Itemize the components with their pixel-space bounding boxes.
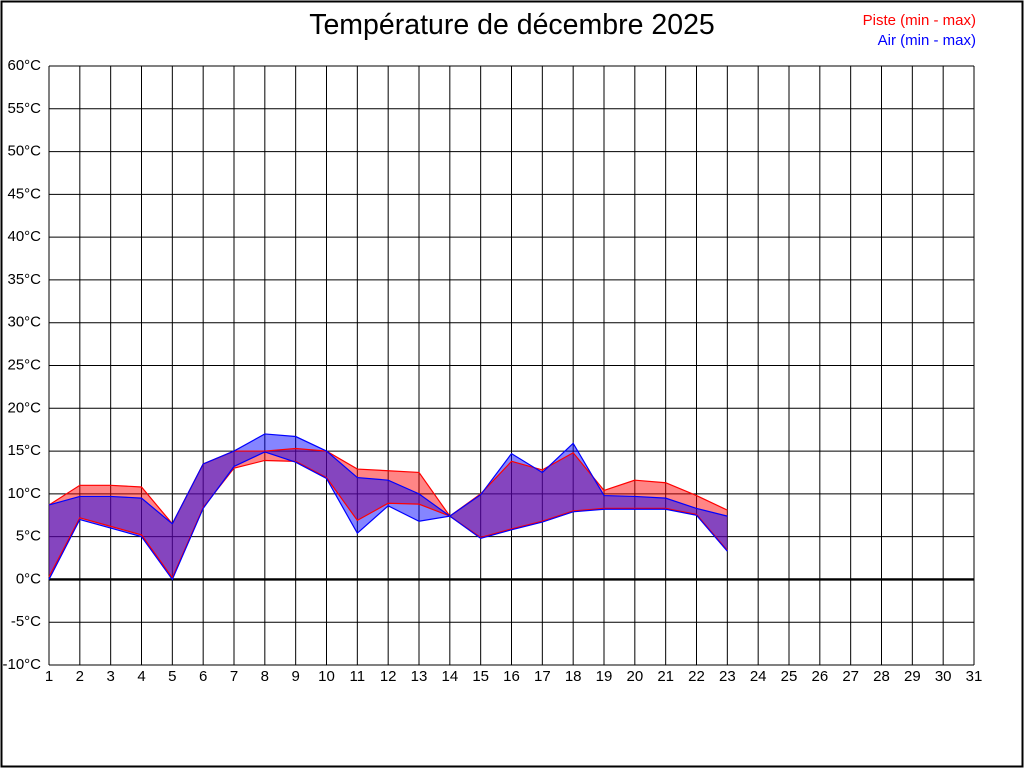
svg-text:23: 23 <box>719 668 736 685</box>
svg-text:28: 28 <box>873 668 890 685</box>
svg-text:16: 16 <box>503 668 520 685</box>
svg-text:10: 10 <box>318 668 335 685</box>
svg-text:11: 11 <box>350 668 366 685</box>
svg-text:18: 18 <box>565 668 582 685</box>
svg-text:24: 24 <box>750 668 767 685</box>
svg-text:60°C: 60°C <box>7 57 41 74</box>
svg-text:5°C: 5°C <box>16 528 41 545</box>
svg-text:4: 4 <box>137 668 145 685</box>
svg-text:6: 6 <box>199 668 207 685</box>
svg-text:2: 2 <box>76 668 84 685</box>
svg-text:15°C: 15°C <box>7 442 41 459</box>
svg-text:7: 7 <box>230 668 238 685</box>
svg-text:-5°C: -5°C <box>11 613 41 630</box>
svg-text:0°C: 0°C <box>16 570 41 587</box>
svg-text:13: 13 <box>411 668 428 685</box>
svg-text:1: 1 <box>45 668 53 685</box>
svg-text:20: 20 <box>626 668 643 685</box>
svg-text:19: 19 <box>596 668 613 685</box>
svg-text:35°C: 35°C <box>7 271 41 288</box>
svg-text:21: 21 <box>657 668 674 685</box>
svg-text:55°C: 55°C <box>7 100 41 117</box>
svg-text:8: 8 <box>261 668 269 685</box>
svg-text:27: 27 <box>842 668 859 685</box>
svg-text:25°C: 25°C <box>7 356 41 373</box>
svg-text:17: 17 <box>534 668 551 685</box>
svg-text:15: 15 <box>472 668 489 685</box>
svg-text:12: 12 <box>380 668 397 685</box>
svg-text:45°C: 45°C <box>7 185 41 202</box>
svg-text:31: 31 <box>966 668 983 685</box>
svg-text:14: 14 <box>441 668 458 685</box>
svg-text:40°C: 40°C <box>7 228 41 245</box>
svg-text:10°C: 10°C <box>7 485 41 502</box>
svg-text:3: 3 <box>106 668 114 685</box>
svg-text:30°C: 30°C <box>7 314 41 331</box>
svg-text:25: 25 <box>781 668 798 685</box>
svg-text:9: 9 <box>291 668 299 685</box>
svg-text:5: 5 <box>168 668 176 685</box>
svg-text:29: 29 <box>904 668 921 685</box>
svg-text:50°C: 50°C <box>7 143 41 160</box>
svg-text:30: 30 <box>935 668 952 685</box>
svg-text:26: 26 <box>811 668 828 685</box>
svg-text:-10°C: -10°C <box>2 656 41 673</box>
svg-text:20°C: 20°C <box>7 399 41 416</box>
svg-text:22: 22 <box>688 668 705 685</box>
